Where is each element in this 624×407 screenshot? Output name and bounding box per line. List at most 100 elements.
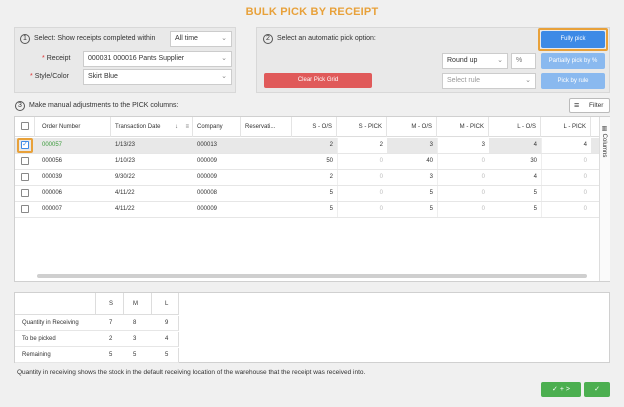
filter-button[interactable]: ≡ Filter: [569, 98, 610, 113]
row-checkbox[interactable]: ✓: [21, 141, 29, 149]
header-select-all: [15, 117, 35, 137]
receipt-select[interactable]: 000031 000016 Pants Supplier ⌄: [83, 51, 232, 67]
cell-l-pick[interactable]: 0: [541, 154, 591, 169]
cell-m-pick[interactable]: 0: [437, 186, 489, 201]
cell-l-pick[interactable]: 0: [541, 170, 591, 185]
menu-icon[interactable]: ≡: [185, 124, 189, 130]
cell-m-os: 5: [429, 206, 433, 212]
header-company[interactable]: Company: [193, 117, 241, 137]
period-select[interactable]: All time ⌄: [170, 31, 232, 47]
receipt-value: 000031 000016 Pants Supplier: [88, 55, 185, 62]
required-mark: *: [42, 55, 45, 62]
cell-m-pick[interactable]: 3: [437, 138, 489, 153]
cell-l-os: 4: [533, 142, 537, 148]
cell-m-pick[interactable]: 0: [437, 202, 489, 217]
grid-rows: ✓ 000057 1/13/23 000013 2 2 3 3 4 4 000056 1/10/23 0…: [15, 138, 599, 218]
cell-m-pick[interactable]: 0: [437, 154, 489, 169]
cell-s-os: 2: [329, 174, 333, 180]
cell-s-pick[interactable]: 0: [337, 170, 387, 185]
percent-input[interactable]: %: [511, 53, 536, 69]
cell-s-os: 2: [329, 142, 333, 148]
row-checkbox[interactable]: [21, 157, 29, 165]
summary-value: 2: [109, 336, 113, 342]
sort-arrow-icon: ↓: [175, 124, 178, 130]
header-s-pick[interactable]: S - PICK: [337, 117, 387, 137]
header-transaction-date-label: Transaction Date: [115, 124, 161, 130]
table-row[interactable]: 000007 4/11/22 000009 5 0 5 0 5 0: [15, 202, 599, 218]
header-l-os[interactable]: L - O/S: [489, 117, 541, 137]
summary-value: 7: [109, 320, 113, 326]
summary-size-s: S: [109, 301, 114, 307]
row-select-cell: [15, 154, 35, 169]
row-select-cell: [15, 202, 35, 217]
summary-row-label: To be picked: [22, 336, 56, 342]
cell-reservation: [241, 154, 292, 169]
table-row[interactable]: 000006 4/11/22 000008 5 0 5 0 5 0: [15, 186, 599, 202]
save-button[interactable]: ✓: [584, 382, 610, 397]
cell-s-pick[interactable]: 0: [337, 154, 387, 169]
cell-transaction-date: 4/11/22: [115, 206, 135, 212]
header-order-number[interactable]: Order Number: [36, 117, 111, 137]
chevron-down-icon: ⌄: [497, 57, 503, 64]
style-value: Skirt Blue: [88, 73, 118, 80]
columns-tab-label: ▥ Columns: [601, 125, 608, 157]
cell-s-os: 5: [329, 190, 333, 196]
page-title: BULK PICK BY RECEIPT: [245, 6, 379, 18]
select-all-checkbox[interactable]: [21, 122, 29, 130]
partially-pick-button[interactable]: Partially pick by %: [541, 53, 605, 69]
pick-by-rule-button[interactable]: Pick by rule: [541, 73, 605, 89]
summary-row-label: Quantity in Receiving: [22, 320, 79, 326]
cell-m-os: 3: [429, 174, 433, 180]
cell-transaction-date: 1/13/23: [115, 142, 136, 148]
summary-rows: Quantity in Receiving 7 8 9 To be picked 2 3 4 R…: [15, 316, 179, 363]
required-mark: *: [30, 73, 33, 80]
cell-m-pick[interactable]: 0: [437, 170, 489, 185]
cell-l-pick[interactable]: 0: [541, 202, 591, 217]
row-checkbox[interactable]: [21, 205, 29, 213]
step1-panel: 1 Select: Show receipts completed within…: [14, 27, 236, 93]
round-value: Round up: [447, 57, 478, 64]
receipt-label: Receipt: [46, 55, 71, 62]
cell-company: 000009: [197, 158, 218, 164]
style-select[interactable]: Skirt Blue ⌄: [83, 69, 232, 85]
header-m-pick[interactable]: M - PICK: [437, 117, 489, 137]
filter-icon: ≡: [574, 100, 580, 110]
summary-value: 5: [165, 352, 169, 358]
save-and-next-button[interactable]: ✓ + >: [541, 382, 581, 397]
summary-value: 8: [133, 320, 137, 326]
summary-size-l: L: [165, 301, 169, 307]
fully-pick-highlight: [538, 28, 608, 51]
save-label: ✓: [594, 386, 600, 393]
row-checkbox[interactable]: [21, 173, 29, 181]
columns-side-tab[interactable]: ▥ Columns: [599, 117, 610, 281]
row-select-cell: [15, 170, 35, 185]
cell-s-pick[interactable]: 0: [337, 202, 387, 217]
table-row[interactable]: 000056 1/10/23 000009 50 0 40 0 30 0: [15, 154, 599, 170]
cell-l-os: 4: [533, 174, 537, 180]
summary-value: 4: [165, 336, 169, 342]
header-reservation[interactable]: Reservati...: [241, 117, 292, 137]
cell-l-pick[interactable]: 4: [541, 138, 591, 153]
rule-select[interactable]: Select rule ⌄: [442, 73, 536, 89]
pick-grid: Order Number Transaction Date ↓ ≡ Compan…: [14, 116, 610, 282]
chevron-down-icon: ⌄: [221, 73, 227, 80]
cell-l-pick[interactable]: 0: [541, 186, 591, 201]
cell-s-pick[interactable]: 2: [337, 138, 387, 153]
summary-value: 5: [133, 352, 137, 358]
fully-pick-button[interactable]: Fully pick: [541, 31, 605, 48]
table-row[interactable]: 000039 9/30/22 000009 2 0 3 0 4 0: [15, 170, 599, 186]
row-checkbox[interactable]: [21, 189, 29, 197]
save-and-next-label: ✓ + >: [552, 386, 570, 393]
header-s-os[interactable]: S - O/S: [292, 117, 337, 137]
summary-row: To be picked 2 3 4: [15, 332, 179, 347]
cell-s-pick[interactable]: 0: [337, 186, 387, 201]
header-transaction-date[interactable]: Transaction Date ↓ ≡: [111, 117, 193, 137]
grid-header: Order Number Transaction Date ↓ ≡ Compan…: [15, 117, 599, 137]
header-m-os[interactable]: M - O/S: [387, 117, 437, 137]
round-select[interactable]: Round up ⌄: [442, 53, 508, 69]
header-l-pick[interactable]: L - PICK: [541, 117, 591, 137]
clear-pick-grid-button[interactable]: Clear Pick Grid: [264, 73, 372, 88]
cell-reservation: [241, 202, 292, 217]
table-row[interactable]: ✓ 000057 1/13/23 000013 2 2 3 3 4 4: [15, 138, 599, 154]
horizontal-scrollbar[interactable]: [37, 274, 587, 278]
